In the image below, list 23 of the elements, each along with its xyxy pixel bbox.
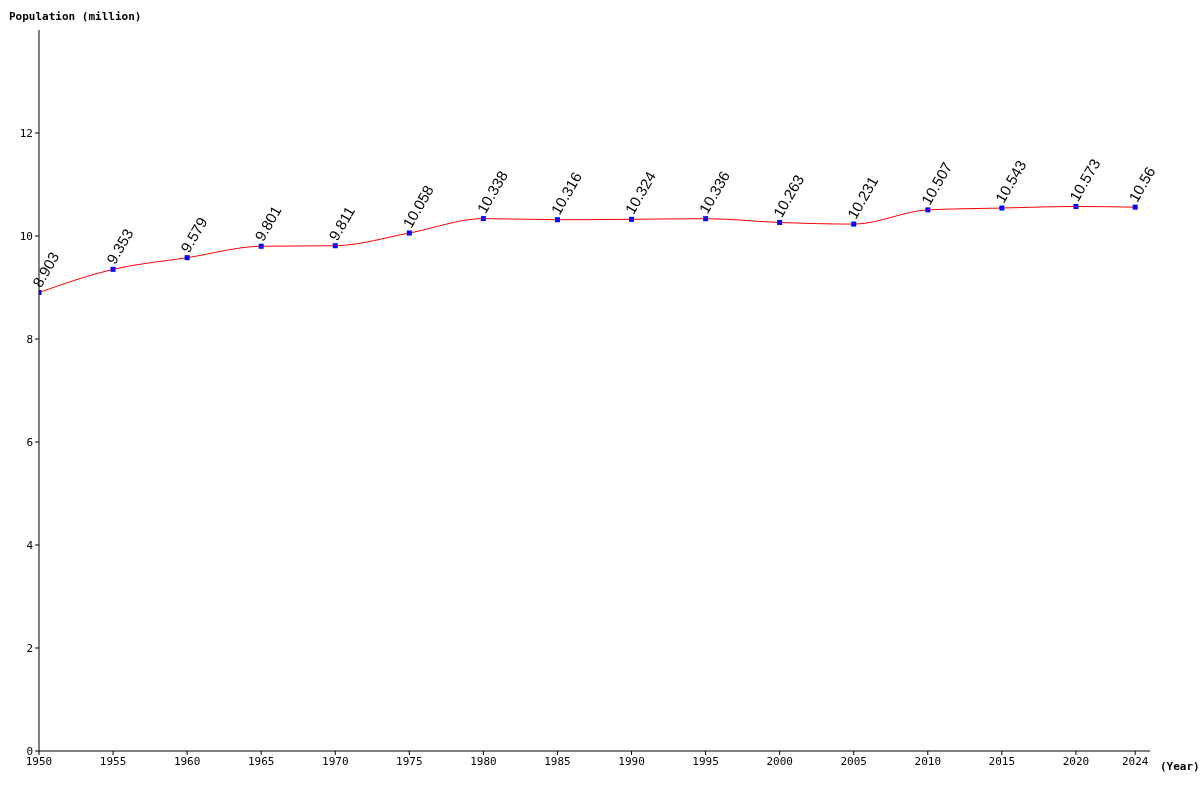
x-tick-label: 1990 xyxy=(618,754,645,768)
y-axis-title: Population (million) xyxy=(9,10,142,23)
x-tick-label: 2024 xyxy=(1121,754,1149,768)
x-tick-label: 1975 xyxy=(396,754,423,768)
x-tick-label: 2020 xyxy=(1062,754,1090,768)
y-tick-label: 6 xyxy=(26,435,33,449)
x-tick-label: 1965 xyxy=(247,754,275,768)
y-tick-label: 2 xyxy=(26,641,33,655)
x-tick-label: 2015 xyxy=(988,754,1016,768)
x-tick-label: 2005 xyxy=(840,754,867,768)
x-tick-label: 1970 xyxy=(322,754,349,768)
y-tick-label: 8 xyxy=(26,332,33,346)
x-tick-label: 1995 xyxy=(692,754,719,768)
x-tick-label: 1980 xyxy=(470,754,497,768)
x-tick-label: 1960 xyxy=(173,754,201,768)
x-tick-label: 2010 xyxy=(914,754,942,768)
x-axis-title: (Year) xyxy=(1160,760,1200,773)
x-tick-label: 1985 xyxy=(544,754,571,768)
y-tick-label: 4 xyxy=(26,538,34,552)
x-tick-label: 2000 xyxy=(766,754,793,768)
y-tick-label: 10 xyxy=(19,229,33,243)
x-tick-label: 1955 xyxy=(99,754,127,768)
y-tick-label: 12 xyxy=(19,126,33,140)
